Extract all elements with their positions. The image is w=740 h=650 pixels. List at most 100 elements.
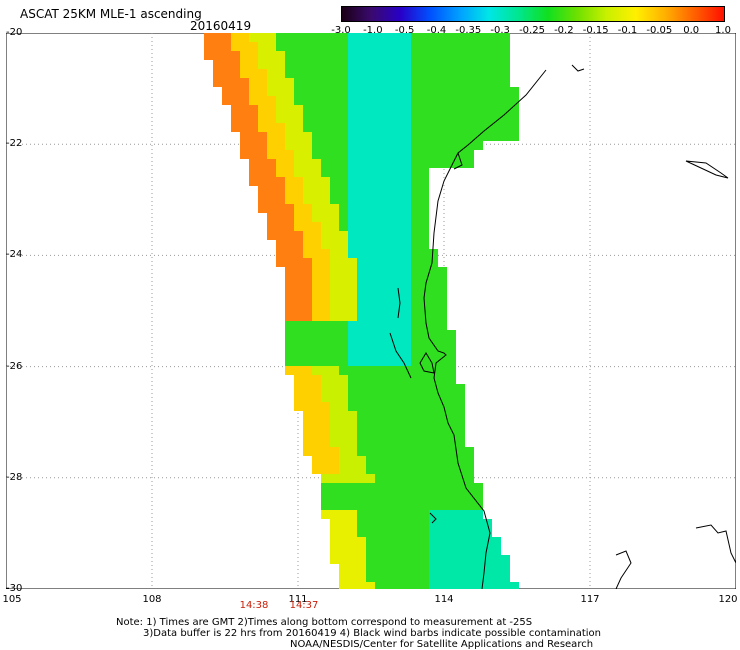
data-cell — [285, 105, 294, 114]
data-cell — [339, 141, 348, 150]
data-cell — [330, 483, 339, 492]
data-cell — [384, 33, 393, 42]
data-cell — [267, 42, 276, 51]
data-cell — [411, 114, 420, 123]
data-cell — [321, 213, 330, 222]
data-cell — [420, 195, 429, 204]
data-cell — [357, 276, 366, 285]
data-cell — [258, 96, 267, 105]
data-cell — [420, 465, 429, 474]
data-cell — [429, 285, 438, 294]
data-cell — [420, 114, 429, 123]
data-cell — [312, 465, 321, 474]
coastline — [389, 64, 736, 589]
data-cell — [438, 159, 447, 168]
data-cell — [303, 177, 312, 186]
data-cell — [267, 105, 276, 114]
data-cell — [366, 222, 375, 231]
data-cell — [384, 474, 393, 483]
data-cell — [276, 240, 285, 249]
data-cell — [366, 330, 375, 339]
data-cell — [348, 69, 357, 78]
data-cell — [384, 510, 393, 519]
data-cell — [348, 177, 357, 186]
data-cell — [402, 339, 411, 348]
data-cell — [375, 321, 384, 330]
data-cell — [456, 105, 465, 114]
data-cell — [438, 519, 447, 528]
colorbar-tick-label: -0.05 — [646, 25, 673, 36]
data-cell — [429, 384, 438, 393]
data-cell — [312, 348, 321, 357]
data-cell — [312, 42, 321, 51]
data-cell — [456, 483, 465, 492]
data-cell — [375, 285, 384, 294]
data-cell — [339, 303, 348, 312]
data-cell — [258, 42, 267, 51]
data-cell — [447, 330, 456, 339]
data-cell — [267, 213, 276, 222]
data-cell — [303, 375, 312, 384]
data-cell — [303, 303, 312, 312]
data-cell — [330, 465, 339, 474]
data-cell — [393, 501, 402, 510]
data-cell — [438, 411, 447, 420]
data-cell — [474, 69, 483, 78]
rottnest-island — [429, 512, 437, 524]
data-cell — [267, 186, 276, 195]
data-cell — [393, 411, 402, 420]
data-cell — [402, 537, 411, 546]
data-cell — [339, 276, 348, 285]
data-cell — [249, 105, 258, 114]
data-cell — [285, 321, 294, 330]
data-cell — [330, 213, 339, 222]
data-cell — [321, 474, 330, 483]
data-cell — [384, 402, 393, 411]
data-cell — [402, 168, 411, 177]
data-cell — [339, 564, 348, 573]
data-cell — [339, 294, 348, 303]
data-cell — [375, 438, 384, 447]
data-cell — [312, 384, 321, 393]
data-cell — [312, 438, 321, 447]
data-cell — [438, 483, 447, 492]
data-cell — [312, 78, 321, 87]
data-cell — [393, 366, 402, 375]
data-cell — [258, 51, 267, 60]
data-cell — [474, 528, 483, 537]
data-cell — [348, 465, 357, 474]
data-cell — [375, 87, 384, 96]
data-cell — [357, 438, 366, 447]
data-cell — [339, 258, 348, 267]
data-cell — [330, 195, 339, 204]
data-cell — [366, 231, 375, 240]
data-cell — [240, 123, 249, 132]
data-cell — [492, 33, 501, 42]
data-cell — [375, 294, 384, 303]
data-cell — [339, 240, 348, 249]
data-cell — [393, 141, 402, 150]
data-cell — [375, 501, 384, 510]
data-cell — [366, 375, 375, 384]
data-cell — [330, 186, 339, 195]
data-cell — [285, 357, 294, 366]
data-cell — [276, 114, 285, 123]
data-cell — [240, 114, 249, 123]
data-cell — [312, 456, 321, 465]
data-cell — [402, 69, 411, 78]
data-cell — [465, 501, 474, 510]
data-cell — [393, 330, 402, 339]
data-cell — [384, 186, 393, 195]
data-cell — [393, 474, 402, 483]
data-cell — [330, 411, 339, 420]
data-cell — [483, 537, 492, 546]
data-cell — [447, 465, 456, 474]
data-cell — [393, 555, 402, 564]
data-cell — [465, 51, 474, 60]
data-cell — [276, 123, 285, 132]
data-cell — [258, 132, 267, 141]
data-cell — [321, 132, 330, 141]
data-cell — [429, 312, 438, 321]
data-cell — [483, 60, 492, 69]
data-cell — [438, 573, 447, 582]
